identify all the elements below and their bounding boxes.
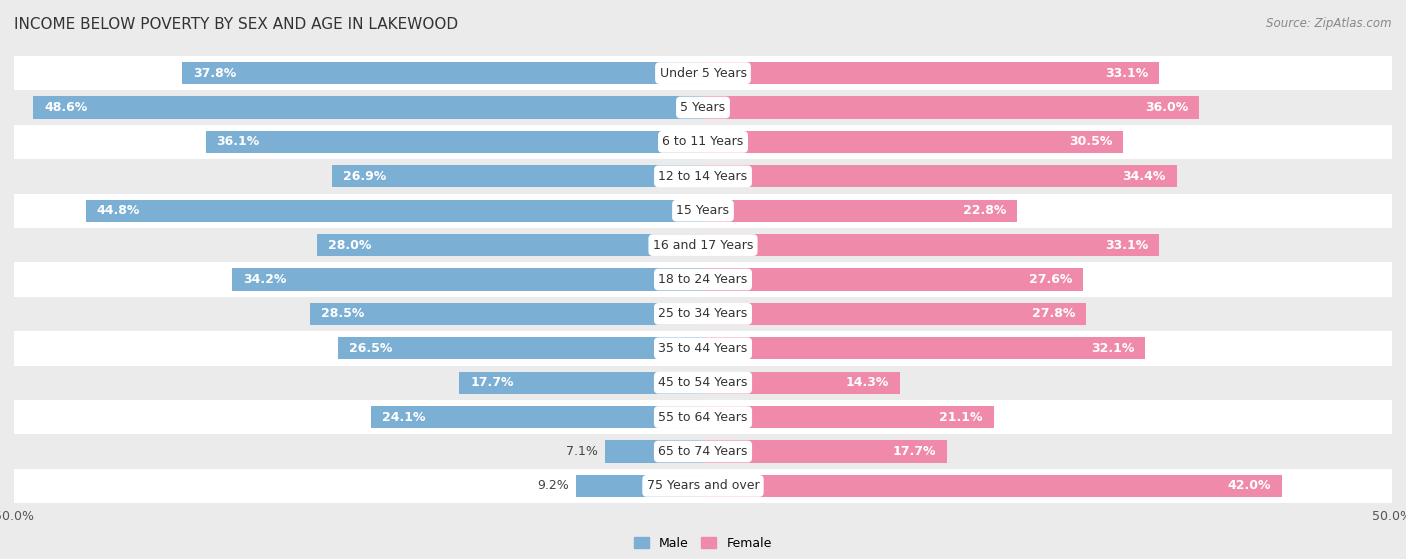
Text: 33.1%: 33.1% (1105, 239, 1149, 252)
Bar (318, 234, 703, 256)
Bar (703, 131, 1123, 153)
Text: 34.2%: 34.2% (243, 273, 287, 286)
Text: 27.6%: 27.6% (1029, 273, 1073, 286)
Text: 25 to 34 Years: 25 to 34 Years (658, 307, 748, 320)
Text: 75 Years and over: 75 Years and over (647, 480, 759, 492)
Bar (14, 434, 1392, 468)
Text: 24.1%: 24.1% (382, 411, 426, 424)
Text: 33.1%: 33.1% (1105, 67, 1149, 79)
Text: 35 to 44 Years: 35 to 44 Years (658, 342, 748, 355)
Bar (14, 193, 1392, 228)
Bar (311, 303, 703, 325)
Bar (460, 372, 703, 394)
Text: 34.4%: 34.4% (1122, 170, 1166, 183)
Bar (14, 91, 1392, 125)
Legend: Male, Female: Male, Female (630, 532, 776, 555)
Bar (576, 475, 703, 497)
Bar (14, 331, 1392, 366)
Bar (703, 234, 1159, 256)
Bar (34, 96, 703, 119)
Text: 42.0%: 42.0% (1227, 480, 1271, 492)
Bar (703, 406, 994, 428)
Text: 15 Years: 15 Years (676, 204, 730, 217)
Bar (183, 62, 703, 84)
Text: 18 to 24 Years: 18 to 24 Years (658, 273, 748, 286)
Bar (14, 297, 1392, 331)
Text: 55 to 64 Years: 55 to 64 Years (658, 411, 748, 424)
Bar (703, 303, 1085, 325)
Bar (703, 200, 1017, 222)
Text: 28.0%: 28.0% (328, 239, 371, 252)
Bar (337, 337, 703, 359)
Text: 9.2%: 9.2% (537, 480, 569, 492)
Bar (232, 268, 703, 291)
Text: 5 Years: 5 Years (681, 101, 725, 114)
Bar (14, 56, 1392, 91)
Bar (14, 400, 1392, 434)
Text: 12 to 14 Years: 12 to 14 Years (658, 170, 748, 183)
Text: 14.3%: 14.3% (845, 376, 889, 389)
Bar (14, 228, 1392, 262)
Text: 27.8%: 27.8% (1032, 307, 1076, 320)
Bar (703, 165, 1177, 187)
Text: 36.1%: 36.1% (217, 135, 260, 148)
Text: 45 to 54 Years: 45 to 54 Years (658, 376, 748, 389)
Text: 26.9%: 26.9% (343, 170, 387, 183)
Text: 32.1%: 32.1% (1091, 342, 1135, 355)
Text: 65 to 74 Years: 65 to 74 Years (658, 445, 748, 458)
Bar (332, 165, 703, 187)
Text: Source: ZipAtlas.com: Source: ZipAtlas.com (1267, 17, 1392, 30)
Bar (14, 159, 1392, 193)
Bar (703, 475, 1282, 497)
Text: 22.8%: 22.8% (963, 204, 1007, 217)
Bar (703, 96, 1199, 119)
Bar (703, 440, 946, 463)
Text: 28.5%: 28.5% (322, 307, 364, 320)
Text: 48.6%: 48.6% (45, 101, 87, 114)
Text: 26.5%: 26.5% (349, 342, 392, 355)
Text: 16 and 17 Years: 16 and 17 Years (652, 239, 754, 252)
Bar (703, 337, 1146, 359)
Bar (14, 366, 1392, 400)
Bar (14, 125, 1392, 159)
Bar (14, 468, 1392, 503)
Text: 44.8%: 44.8% (97, 204, 141, 217)
Text: 37.8%: 37.8% (193, 67, 236, 79)
Text: 7.1%: 7.1% (567, 445, 599, 458)
Text: INCOME BELOW POVERTY BY SEX AND AGE IN LAKEWOOD: INCOME BELOW POVERTY BY SEX AND AGE IN L… (14, 17, 458, 32)
Text: 30.5%: 30.5% (1069, 135, 1112, 148)
Text: 21.1%: 21.1% (939, 411, 983, 424)
Bar (205, 131, 703, 153)
Bar (371, 406, 703, 428)
Bar (703, 268, 1083, 291)
Text: 36.0%: 36.0% (1144, 101, 1188, 114)
Bar (703, 372, 900, 394)
Bar (605, 440, 703, 463)
Bar (86, 200, 703, 222)
Bar (14, 262, 1392, 297)
Text: 17.7%: 17.7% (470, 376, 513, 389)
Text: 17.7%: 17.7% (893, 445, 936, 458)
Bar (703, 62, 1159, 84)
Text: 6 to 11 Years: 6 to 11 Years (662, 135, 744, 148)
Text: Under 5 Years: Under 5 Years (659, 67, 747, 79)
